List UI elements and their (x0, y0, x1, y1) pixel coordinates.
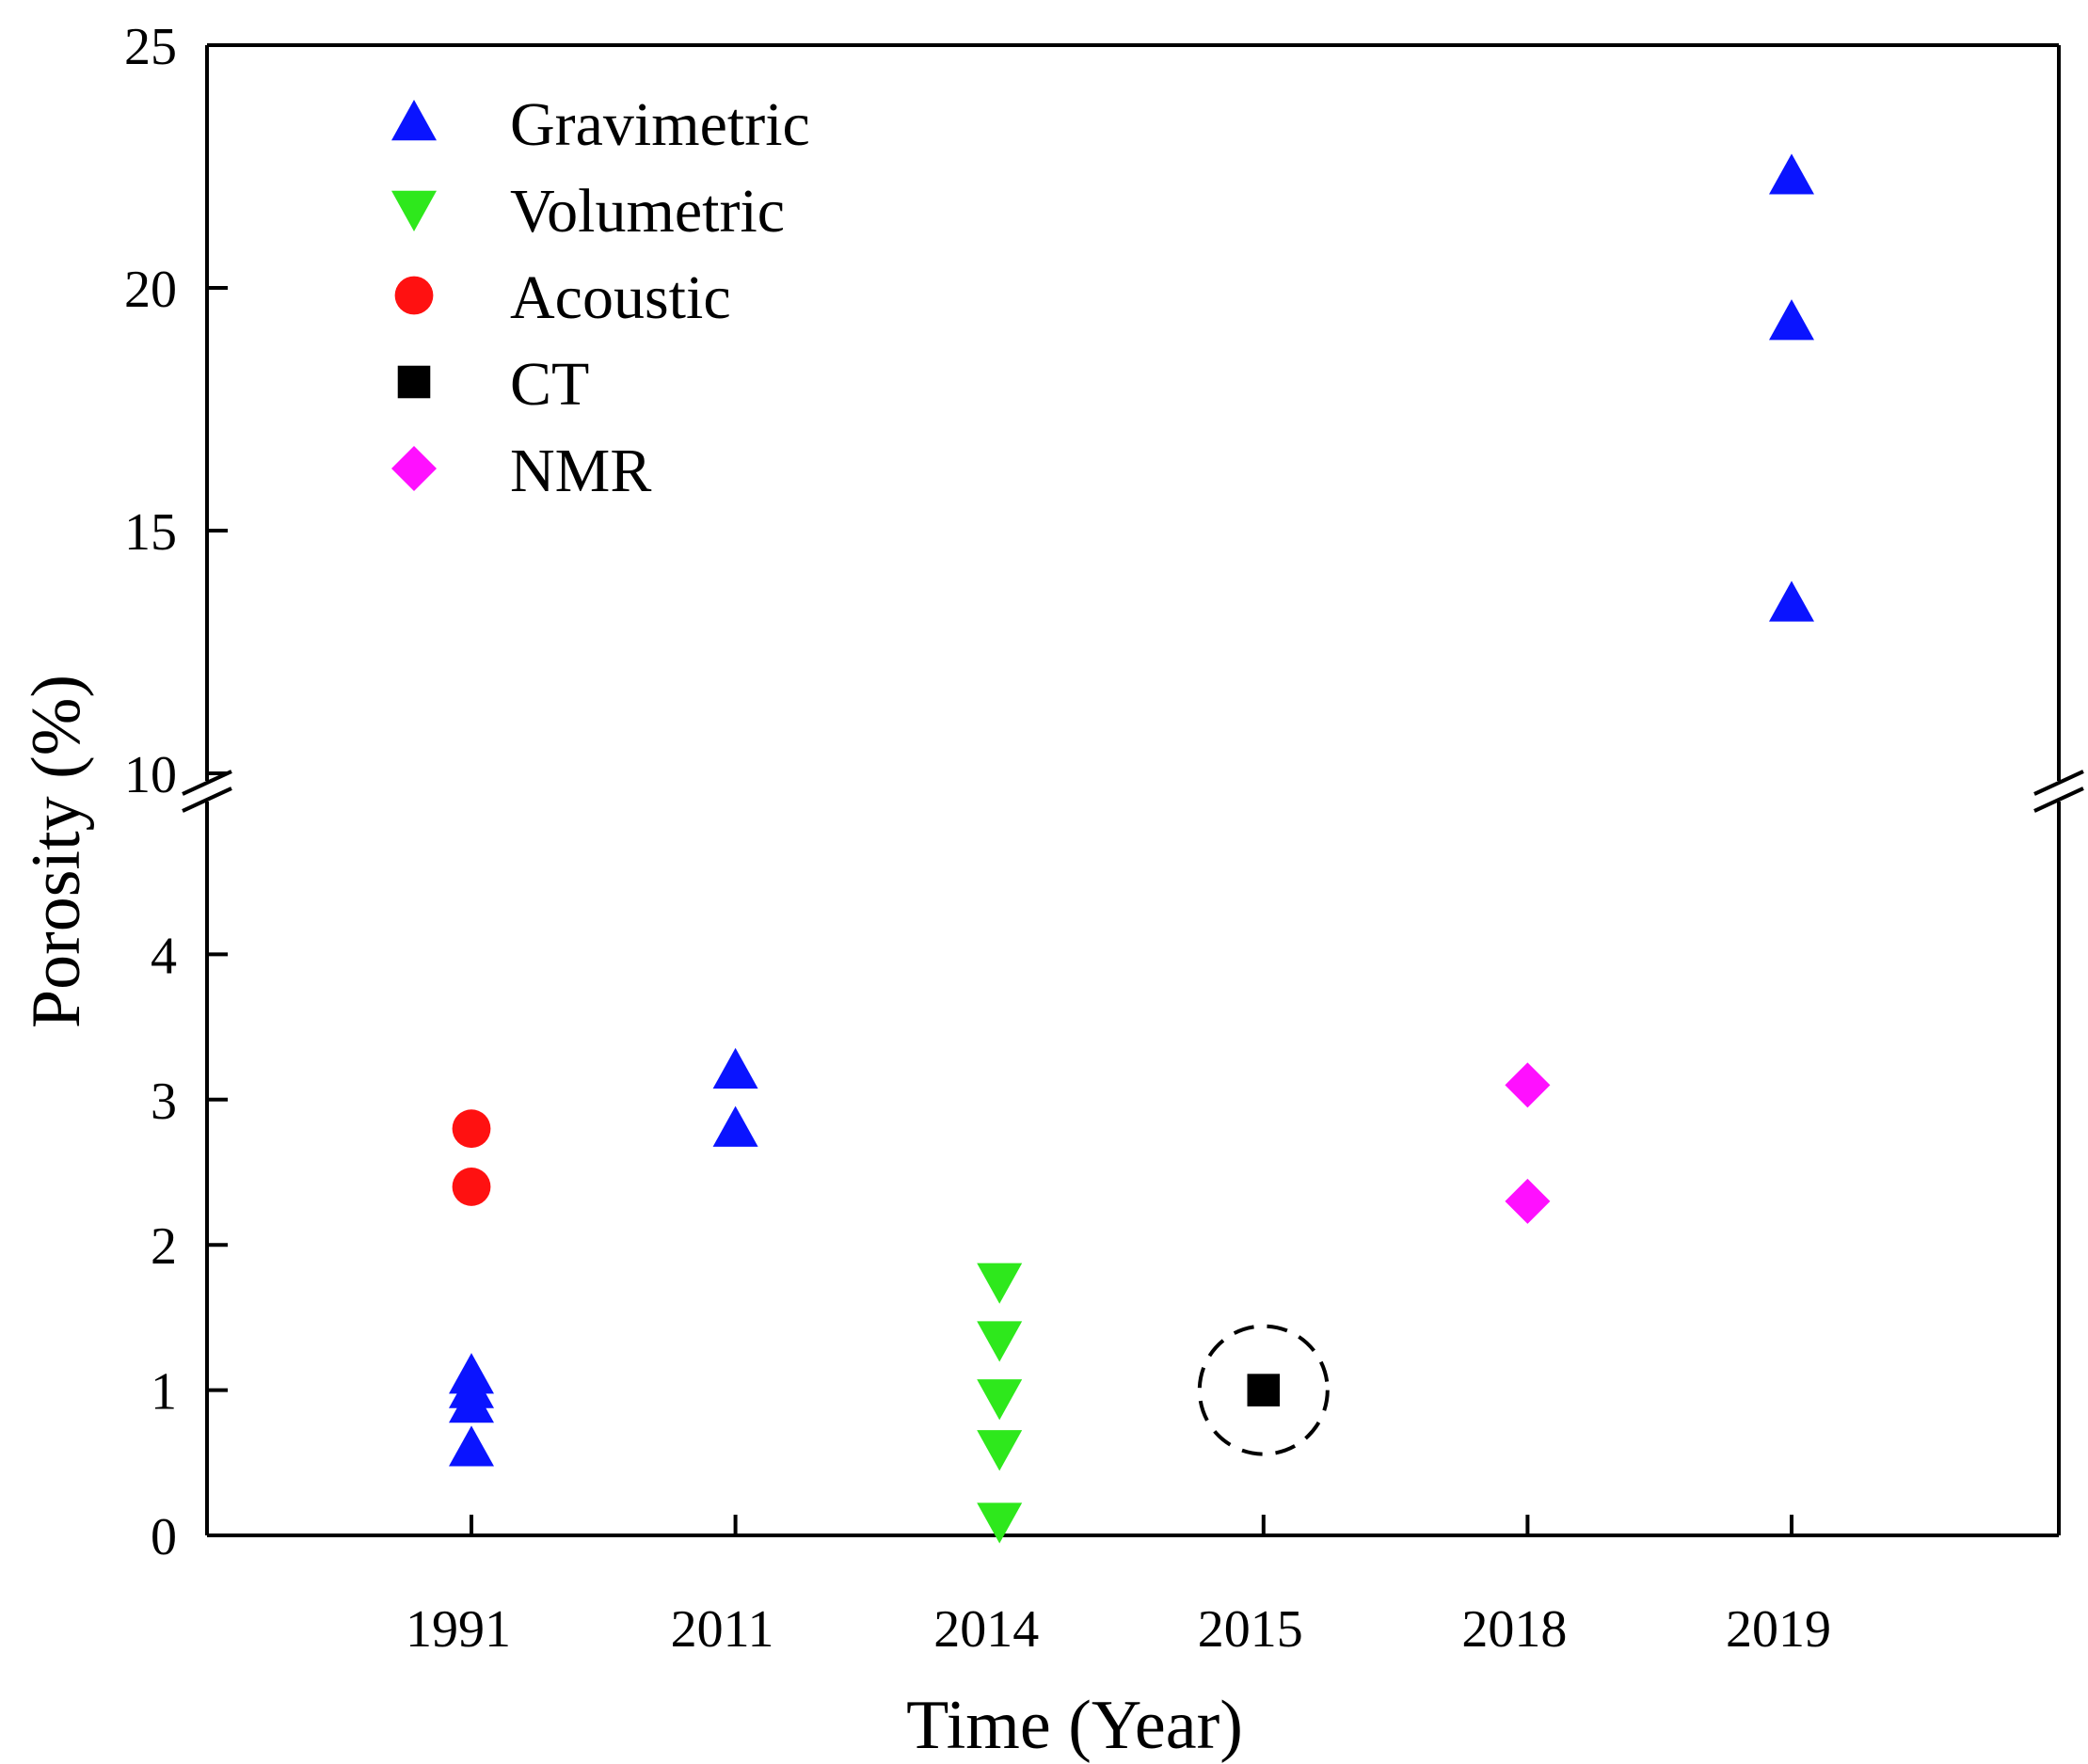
y-tick-label: 20 (124, 261, 177, 319)
nmr-point (1505, 1178, 1551, 1224)
y-tick-label: 2 (151, 1217, 177, 1276)
y-tick-label: 3 (151, 1073, 177, 1131)
x-tick-label: 2011 (671, 1600, 774, 1659)
x-tick-label: 2015 (1198, 1600, 1303, 1659)
volumetric-point (977, 1430, 1023, 1471)
legend-marker-volumetric (391, 190, 437, 231)
acoustic-point (452, 1168, 491, 1206)
gravimetric-point (712, 1047, 758, 1089)
legend-marker-gravimetric (391, 100, 437, 141)
y-tick-label: 4 (151, 927, 177, 985)
x-tick-label: 2019 (1726, 1600, 1831, 1659)
acoustic-point (452, 1109, 491, 1149)
volumetric-point (977, 1263, 1023, 1304)
gravimetric-point (1769, 153, 1814, 195)
legend-label-ct: CT (510, 350, 589, 419)
y-tick-label: 25 (124, 18, 177, 76)
legend-marker-nmr (391, 446, 437, 491)
nmr-point (1505, 1062, 1551, 1108)
axis-break-mark-right-1 (2033, 770, 2084, 796)
axis-break-mark-left-2 (182, 787, 232, 813)
x-tick-label: 1991 (406, 1600, 511, 1659)
y-tick-label: 1 (151, 1363, 177, 1422)
gravimetric-point (1769, 580, 1814, 622)
y-tick-label: 0 (151, 1508, 177, 1566)
y-axis-title: Porosity (%) (18, 675, 95, 1028)
legend-marker-ct (397, 365, 431, 399)
volumetric-point (977, 1379, 1023, 1421)
highlight-dashed-circle (1197, 1324, 1330, 1456)
gravimetric-point (449, 1425, 494, 1467)
volumetric-point (977, 1321, 1023, 1362)
gravimetric-point (1769, 299, 1814, 341)
legend-label-volumetric: Volumetric (510, 177, 785, 246)
legend-label-nmr: NMR (510, 437, 651, 505)
ct-point (1247, 1374, 1281, 1406)
x-tick-label: 2014 (933, 1600, 1039, 1659)
x-axis-title: Time (Year) (906, 1687, 1243, 1764)
gravimetric-point (449, 1353, 494, 1394)
gravimetric-point (712, 1105, 758, 1147)
x-tick-label: 2018 (1461, 1600, 1567, 1659)
legend-label-gravimetric: Gravimetric (510, 90, 810, 159)
y-tick-label: 10 (124, 746, 177, 804)
volumetric-point (977, 1502, 1023, 1544)
y-tick-label: 15 (124, 503, 177, 562)
legend-marker-acoustic (394, 276, 434, 315)
axis-break-mark-right-2 (2033, 787, 2084, 813)
legend-label-acoustic: Acoustic (510, 263, 731, 332)
